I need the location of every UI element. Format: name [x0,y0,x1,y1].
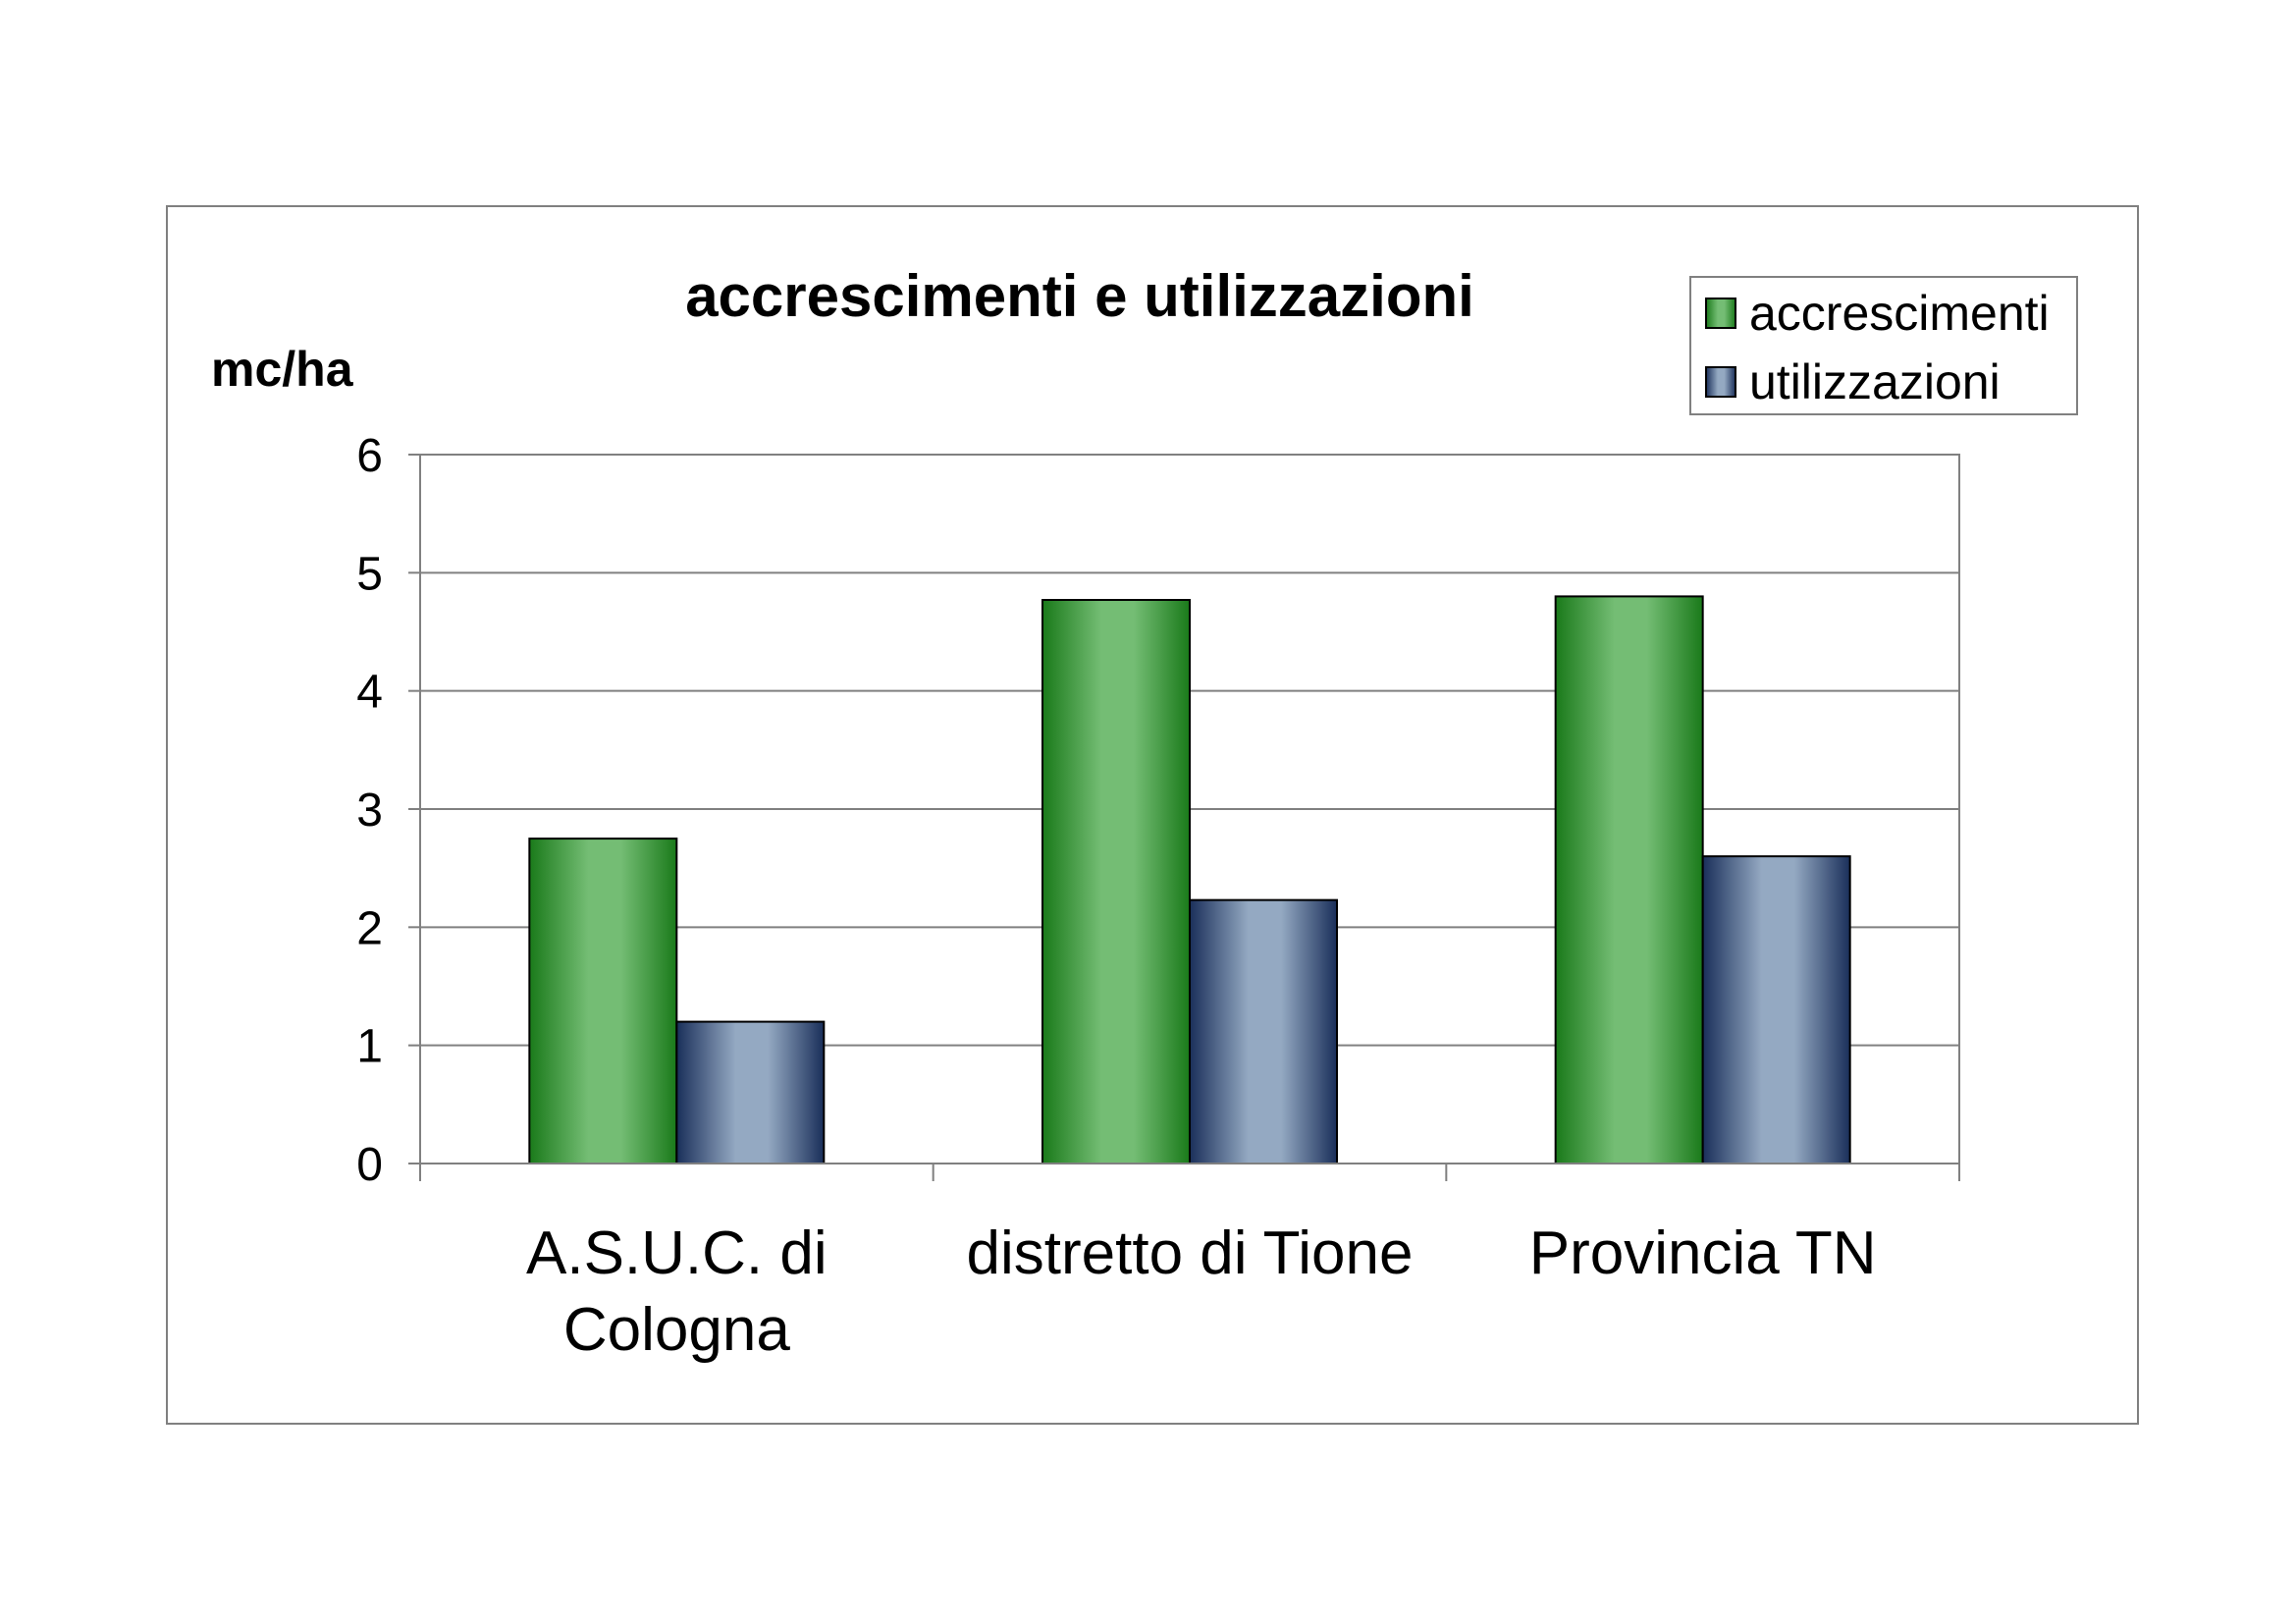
bar-accrescimenti [1041,599,1191,1164]
y-tick-label: 5 [356,548,383,600]
x-category-label: distretto di Tione [967,1219,1414,1287]
y-tick-label: 1 [356,1021,383,1073]
y-tick-label: 2 [356,902,383,954]
legend-swatch-accrescimenti [1705,298,1736,329]
y-tick-labels: 0 1 2 3 4 5 6 [356,430,383,1191]
legend-box [1689,276,2078,415]
y-axis-label: mc/ha [211,342,354,397]
y-tick-label: 4 [356,667,383,719]
legend-label-utilizzazioni: utilizzazioni [1749,354,2001,409]
bar-utilizzazioni [675,1020,826,1164]
x-category-label: Cologna [563,1296,790,1364]
axes [419,455,1960,1181]
legend-label-accrescimenti: accrescimenti [1749,286,2050,341]
legend: accrescimenti utilizzazioni [1689,276,2078,415]
y-tick-label: 3 [356,785,383,837]
bar-accrescimenti [528,838,678,1164]
legend-swatch-utilizzazioni [1705,366,1736,398]
bar-accrescimenti [1554,595,1704,1164]
y-tick-label: 6 [356,430,383,482]
bar-utilizzazioni [1701,855,1851,1165]
category-labels: A.S.U.C. di Cologna distretto di Tione Prov… [526,1219,1877,1364]
x-category-label: Provincia TN [1529,1219,1877,1287]
chart-title: accrescimenti e utilizzazioni [685,263,1474,329]
x-category-label: A.S.U.C. di [526,1219,828,1287]
bars [528,595,1851,1165]
y-tick-label: 0 [356,1139,383,1191]
bar-utilizzazioni [1189,898,1338,1164]
